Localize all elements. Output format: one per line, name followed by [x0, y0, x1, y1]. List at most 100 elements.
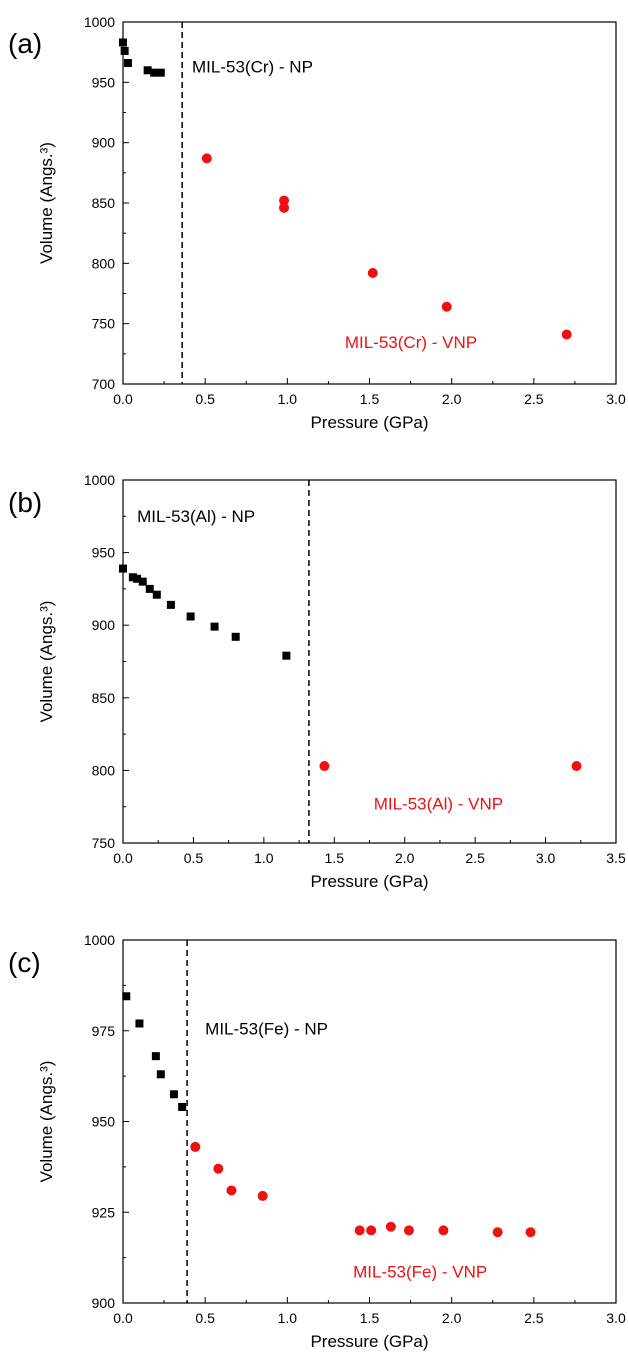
data-point-circle — [226, 1185, 237, 1196]
x-tick-label: 2.0 — [442, 391, 462, 407]
panel-label: (b) — [8, 487, 42, 518]
x-tick-label: 0.0 — [113, 850, 133, 866]
x-tick-label: 2.0 — [442, 1310, 462, 1326]
x-tick-label: 1.0 — [254, 850, 274, 866]
y-tick-label: 900 — [92, 135, 116, 151]
data-point-square — [178, 1102, 187, 1111]
y-tick-label: 800 — [92, 762, 116, 778]
y-tick-label: 700 — [92, 376, 116, 392]
chart-panel-b: (b) 0.0 0.5 1.0 1.5 2.0 2.5 3.0 3.5 750 800 850 900 9… — [8, 472, 626, 891]
x-tick-label: 0.5 — [195, 1310, 215, 1326]
data-point-circle — [190, 1141, 201, 1152]
data-point-square — [150, 68, 159, 77]
x-axis-label: Pressure (GPa) — [310, 872, 428, 891]
x-tick-label: 1.0 — [278, 391, 298, 407]
y-axis-label: Volume (Angs.³) — [37, 601, 56, 723]
x-axis-label: Pressure (GPa) — [310, 1332, 428, 1351]
annotation-c-vnp: MIL-53(Fe) - VNP — [353, 1263, 487, 1282]
data-point-square — [152, 590, 161, 599]
annotation-a-np: MIL-53(Cr) - NP — [192, 58, 313, 77]
panel-label: (c) — [8, 947, 41, 978]
y-tick-label: 1000 — [84, 932, 115, 948]
data-point-square — [119, 38, 127, 47]
x-tick-label: 2.5 — [524, 1310, 544, 1326]
y-axis-label: Volume (Angs.³) — [37, 1061, 56, 1183]
y-tick-label: 800 — [92, 255, 116, 271]
data-point-circle — [366, 1225, 377, 1236]
data-point-square — [145, 584, 154, 593]
data-point-square — [128, 573, 137, 582]
data-point-square — [143, 66, 152, 75]
x-tick-label: 2.5 — [524, 391, 544, 407]
data-point-circle — [319, 761, 330, 772]
data-point-square — [282, 651, 291, 660]
data-point-circle — [441, 301, 452, 312]
data-point-circle — [213, 1163, 224, 1174]
data-point-circle — [403, 1225, 414, 1236]
y-tick-label: 850 — [92, 195, 116, 211]
y-axis-label: Volume (Angs.³) — [37, 142, 56, 264]
data-point-square — [119, 564, 127, 573]
annotation-a-vnp: MIL-53(Cr) - VNP — [345, 333, 477, 352]
x-tick-label: 3.0 — [606, 391, 626, 407]
x-tick-label: 2.0 — [395, 850, 415, 866]
data-point-circle — [385, 1221, 396, 1232]
data-point-square — [122, 992, 131, 1001]
y-tick-label: 1000 — [84, 472, 115, 488]
y-tick-label: 950 — [92, 1114, 116, 1130]
x-tick-label: 1.5 — [360, 1310, 380, 1326]
x-axis-label: Pressure (GPa) — [310, 413, 428, 432]
x-tick-label: 0.0 — [113, 1310, 133, 1326]
data-point-circle — [492, 1227, 503, 1238]
data-point-square — [210, 622, 219, 631]
data-point-circle — [201, 153, 212, 164]
data-point-circle — [438, 1225, 449, 1236]
data-point-square — [120, 46, 129, 55]
panel-label: (a) — [8, 28, 42, 59]
y-tick-label: 950 — [92, 74, 116, 90]
data-point-square — [186, 612, 195, 621]
data-point-circle — [354, 1225, 365, 1236]
x-tick-label: 3.0 — [606, 1310, 626, 1326]
data-point-circle — [257, 1190, 268, 1201]
x-tick-label: 3.0 — [536, 850, 556, 866]
annotation-b-vnp: MIL-53(Al) - VNP — [374, 795, 503, 814]
y-tick-label: 925 — [92, 1204, 116, 1220]
data-point-square — [135, 1019, 144, 1028]
x-tick-label: 0.5 — [184, 850, 204, 866]
data-point-square — [166, 600, 175, 609]
data-point-circle — [279, 195, 290, 206]
y-tick-label: 900 — [92, 617, 116, 633]
data-point-square — [156, 1070, 165, 1079]
annotation-c-np: MIL-53(Fe) - NP — [205, 1019, 328, 1038]
y-tick-label: 950 — [92, 545, 116, 561]
chart-panel-a: (a) 0.0 0.5 1.0 1.5 2.0 2.5 3.0 700 750 800 850 900 9… — [8, 14, 626, 432]
data-point-circle — [525, 1227, 536, 1238]
x-tick-label: 1.0 — [278, 1310, 298, 1326]
data-point-square — [123, 59, 132, 68]
y-tick-label: 850 — [92, 690, 116, 706]
data-point-circle — [561, 329, 572, 340]
data-point-circle — [571, 761, 582, 772]
y-tick-label: 900 — [92, 1295, 116, 1311]
x-tick-label: 0.5 — [195, 391, 215, 407]
data-point-square — [138, 577, 147, 586]
y-tick-label: 1000 — [84, 14, 115, 30]
y-tick-label: 750 — [92, 316, 116, 332]
y-tick-label: 750 — [92, 835, 116, 851]
data-point-circle — [367, 267, 378, 278]
plot-frame — [122, 479, 617, 844]
x-tick-label: 3.5 — [606, 850, 626, 866]
plot-frame — [122, 939, 617, 1304]
x-tick-label: 0.0 — [113, 391, 133, 407]
data-point-square — [156, 68, 165, 77]
annotation-b-np: MIL-53(Al) - NP — [137, 507, 255, 526]
y-tick-label: 975 — [92, 1023, 116, 1039]
data-point-square — [169, 1090, 178, 1099]
data-point-square — [151, 1052, 160, 1061]
chart-panel-c: (c) 0.0 0.5 1.0 1.5 2.0 2.5 3.0 900 925 950 975 1000… — [8, 932, 626, 1351]
data-point-square — [133, 574, 142, 583]
data-point-circle — [279, 202, 290, 213]
data-point-square — [231, 632, 240, 641]
